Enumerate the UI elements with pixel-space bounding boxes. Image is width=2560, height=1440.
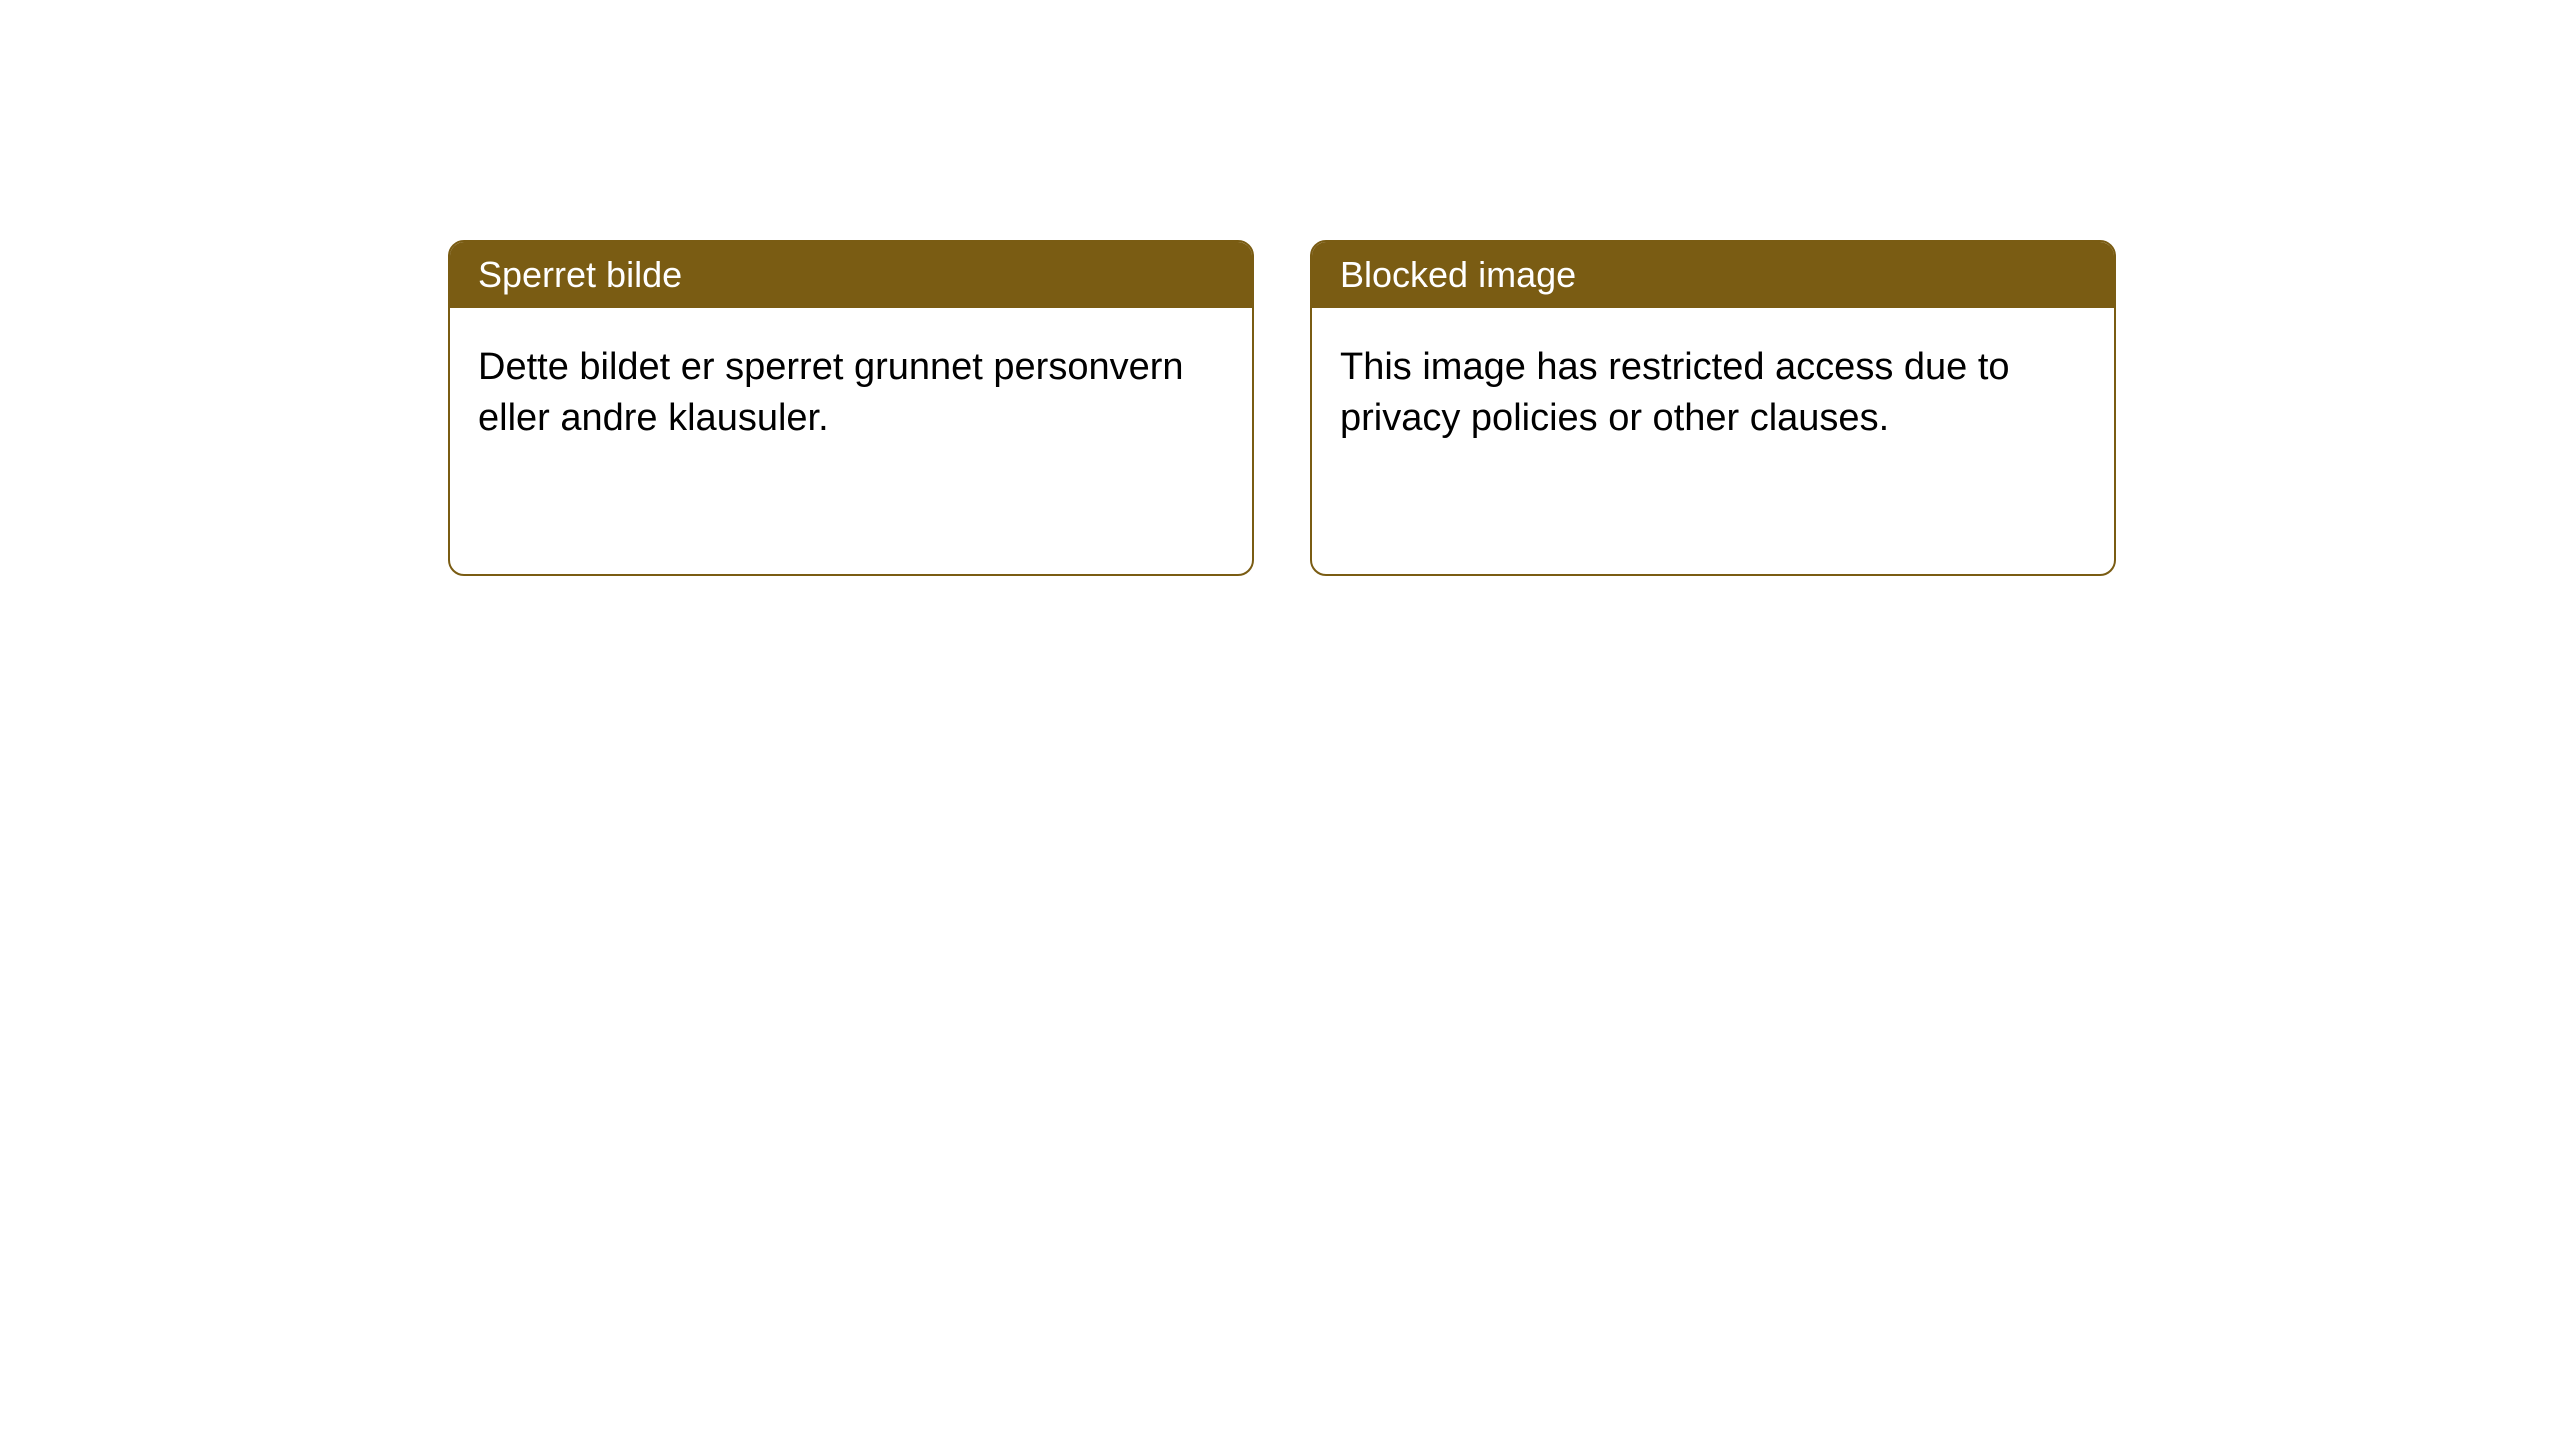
- notice-body-no: Dette bildet er sperret grunnet personve…: [450, 308, 1252, 479]
- notice-container: Sperret bilde Dette bildet er sperret gr…: [0, 0, 2560, 576]
- notice-card-en: Blocked image This image has restricted …: [1310, 240, 2116, 576]
- notice-card-no: Sperret bilde Dette bildet er sperret gr…: [448, 240, 1254, 576]
- notice-title-en: Blocked image: [1312, 242, 2114, 308]
- notice-title-no: Sperret bilde: [450, 242, 1252, 308]
- notice-body-en: This image has restricted access due to …: [1312, 308, 2114, 479]
